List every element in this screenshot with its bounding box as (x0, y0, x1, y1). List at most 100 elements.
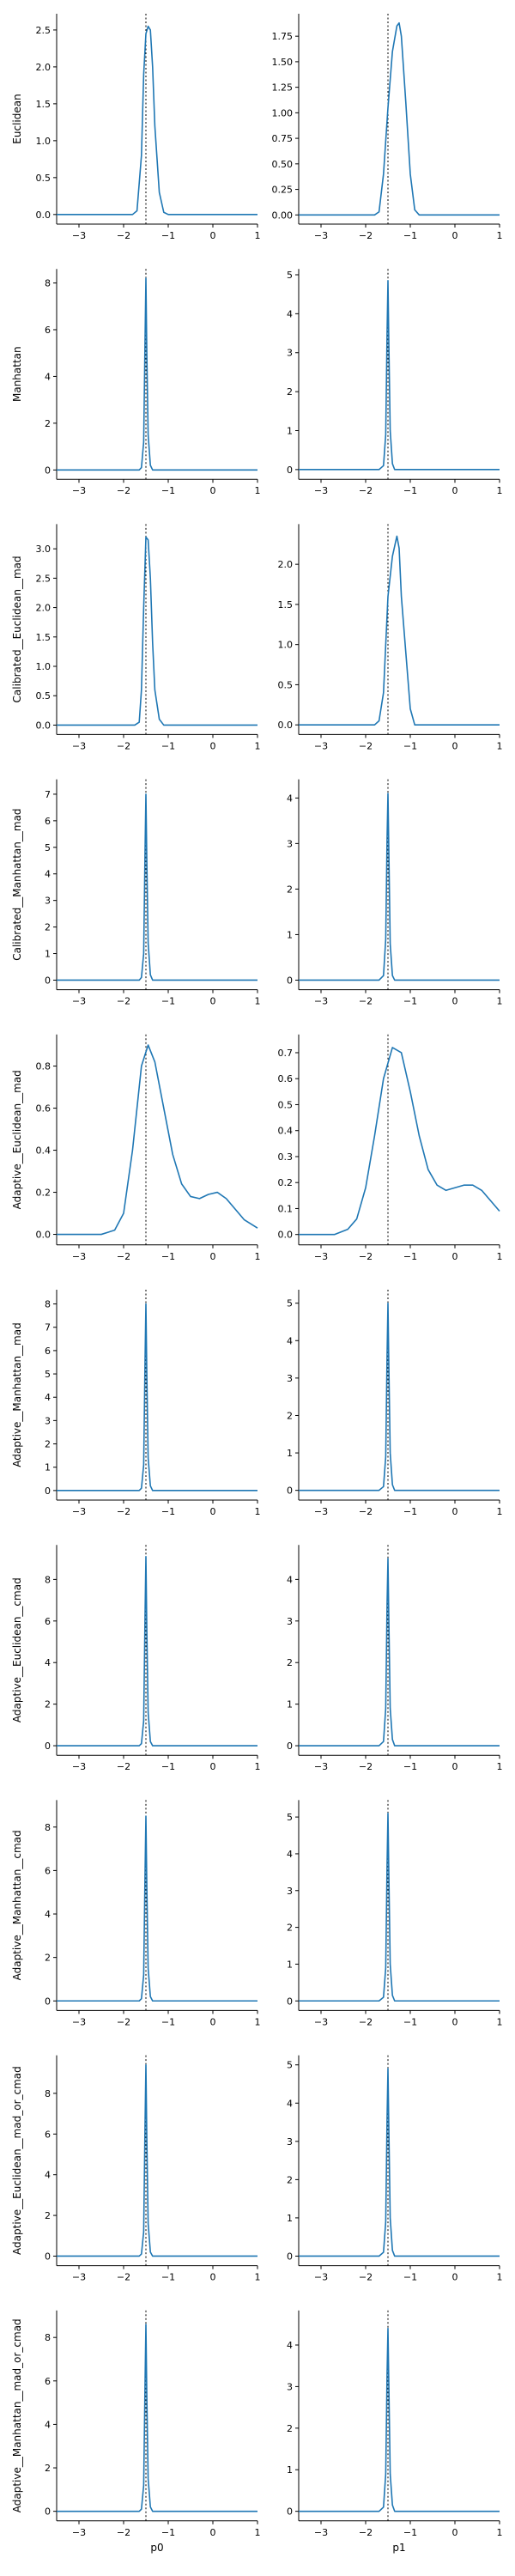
panel-manhattan-p1: −3 −2 −1 0 1 0 1 2 3 4 5 (287, 269, 503, 496)
y-tick-label: 2 (287, 1410, 293, 1421)
y-tick-label: 6 (45, 816, 51, 827)
x-tick-label: 1 (255, 740, 261, 751)
row-label: Calibrated__Manhattan__mad (11, 808, 23, 960)
y-tick-label: 6 (45, 2376, 51, 2387)
y-tick-label: 0.4 (278, 1126, 294, 1137)
x-tick-label: 0 (452, 2272, 458, 2283)
x-tick-label: 0 (452, 2527, 458, 2538)
y-tick-label: 4 (287, 308, 293, 319)
x-tick-label: −3 (314, 1251, 328, 1262)
y-tick-label: 7 (45, 1322, 51, 1334)
y-tick-label: 0.0 (36, 1230, 52, 1241)
y-tick-label: 2.5 (36, 573, 52, 584)
density-curve (57, 2324, 258, 2512)
y-tick-label: 0.8 (36, 1061, 52, 1072)
x-tick-label: −2 (117, 1761, 130, 1772)
x-tick-label: 0 (210, 1251, 216, 1262)
x-tick-label: 1 (255, 2272, 261, 2283)
x-tick-label: 0 (210, 996, 216, 1007)
x-tick-label: 0 (210, 230, 216, 241)
x-tick-label: −1 (403, 740, 417, 751)
x-tick-label: −1 (403, 485, 417, 496)
x-tick-label: 0 (452, 996, 458, 1007)
x-tick-label: 0 (210, 740, 216, 751)
density-curve (299, 793, 500, 981)
x-tick-label: 0 (452, 1761, 458, 1772)
x-tick-label: −2 (117, 740, 130, 751)
density-curve (299, 1558, 500, 1747)
x-tick-label: −1 (161, 485, 175, 496)
panel-adaptive__euclidean__mad_or_cmad-p0: −3 −2 −1 0 1 0 2 4 6 8 Adaptive__Euclidean__mad_or… (11, 2055, 261, 2283)
y-tick-label: 3 (287, 2136, 293, 2148)
y-tick-label: 5 (45, 1369, 51, 1380)
x-tick-label: 0 (452, 1506, 458, 1517)
x-tick-label: 0 (452, 230, 458, 241)
x-tick-label: −3 (72, 230, 86, 241)
y-tick-label: 0 (45, 2251, 51, 2262)
density-curve (299, 21, 500, 216)
y-tick-label: 8 (45, 2088, 51, 2099)
y-tick-label: 0.0 (278, 1230, 294, 1241)
density-curve (57, 536, 258, 726)
x-tick-label: −3 (72, 2527, 86, 2538)
y-tick-label: 1 (287, 929, 293, 940)
y-tick-label: 2 (287, 2423, 293, 2434)
y-tick-label: 0.0 (278, 720, 294, 731)
y-tick-label: 0.5 (36, 690, 52, 702)
y-tick-label: 1.5 (36, 99, 52, 110)
y-tick-label: 4 (287, 2098, 293, 2109)
panel-euclidean-p0: −3 −2 −1 0 1 0.0 0.5 1.0 1.5 2.0 2.5 Euclidean (11, 14, 261, 241)
x-tick-label: −3 (314, 740, 328, 751)
y-tick-label: 5 (287, 1812, 293, 1823)
x-tick-label: −1 (403, 1761, 417, 1772)
y-tick-label: 0 (45, 975, 51, 986)
x-tick-label: 0 (210, 485, 216, 496)
y-tick-label: 0 (287, 2251, 293, 2262)
x-tick-label: −2 (359, 2527, 373, 2538)
y-tick-label: 6 (45, 1865, 51, 1876)
x-tick-label: −3 (314, 996, 328, 1007)
x-tick-label: −1 (161, 1761, 175, 1772)
x-tick-label: 0 (210, 1506, 216, 1517)
x-tick-label: 1 (497, 2527, 503, 2538)
y-tick-label: 2 (45, 922, 51, 933)
y-tick-label: 2 (287, 1657, 293, 1668)
x-tick-label: 1 (497, 230, 503, 241)
y-tick-label: 3 (45, 1415, 51, 1426)
x-tick-label: 1 (497, 485, 503, 496)
panel-adaptive__manhattan__mad_or_cmad-p1: −3 −2 −1 0 1 0 1 2 3 4 p1 (287, 2310, 503, 2554)
row-label: Euclidean (11, 94, 23, 143)
y-tick-label: 8 (45, 1822, 51, 1833)
panel-adaptive__euclidean__mad_or_cmad-p1: −3 −2 −1 0 1 0 1 2 3 4 5 (287, 2055, 503, 2283)
density-curve (299, 2068, 500, 2257)
x-tick-label: −1 (403, 1251, 417, 1262)
y-tick-label: 2.0 (36, 62, 52, 73)
y-tick-label: 5 (287, 270, 293, 281)
x-tick-label: −2 (117, 1506, 130, 1517)
y-tick-label: 3 (287, 1616, 293, 1627)
panel-adaptive__manhattan__cmad-p1: −3 −2 −1 0 1 0 1 2 3 4 5 (287, 1800, 503, 2027)
y-tick-label: 4 (287, 1335, 293, 1346)
y-tick-label: 0.5 (278, 1099, 294, 1110)
y-tick-label: 3 (287, 1373, 293, 1384)
y-tick-label: 4 (45, 2419, 51, 2430)
column-label: p0 (150, 2542, 163, 2554)
y-tick-label: 0 (45, 1996, 51, 2007)
panel-adaptive__manhattan__mad-p1: −3 −2 −1 0 1 0 1 2 3 4 5 (287, 1290, 503, 1517)
y-tick-label: 2.0 (36, 603, 52, 614)
x-tick-label: −2 (117, 2527, 130, 2538)
x-tick-label: −2 (359, 2272, 373, 2283)
y-tick-label: 6 (45, 325, 51, 336)
panel-adaptive__euclidean__mad-p0: −3 −2 −1 0 1 0.0 0.2 0.4 0.6 0.8 Adaptive__Euclide… (11, 1034, 261, 1262)
y-tick-label: 8 (45, 2332, 51, 2343)
y-tick-label: 0.6 (278, 1073, 294, 1084)
y-tick-label: 0.25 (272, 185, 294, 196)
y-tick-label: 8 (45, 1299, 51, 1310)
panel-adaptive__euclidean__cmad-p0: −3 −2 −1 0 1 0 2 4 6 8 Adaptive__Euclidean__cmad (11, 1545, 261, 1772)
y-tick-label: 4 (45, 1392, 51, 1403)
x-tick-label: 1 (255, 996, 261, 1007)
y-tick-label: 0.00 (272, 210, 294, 221)
panel-euclidean-p1: −3 −2 −1 0 1 0.00 0.25 0.50 0.75 1.00 1.25 1.50 1.75 (272, 14, 503, 241)
y-tick-label: 4 (45, 371, 51, 382)
